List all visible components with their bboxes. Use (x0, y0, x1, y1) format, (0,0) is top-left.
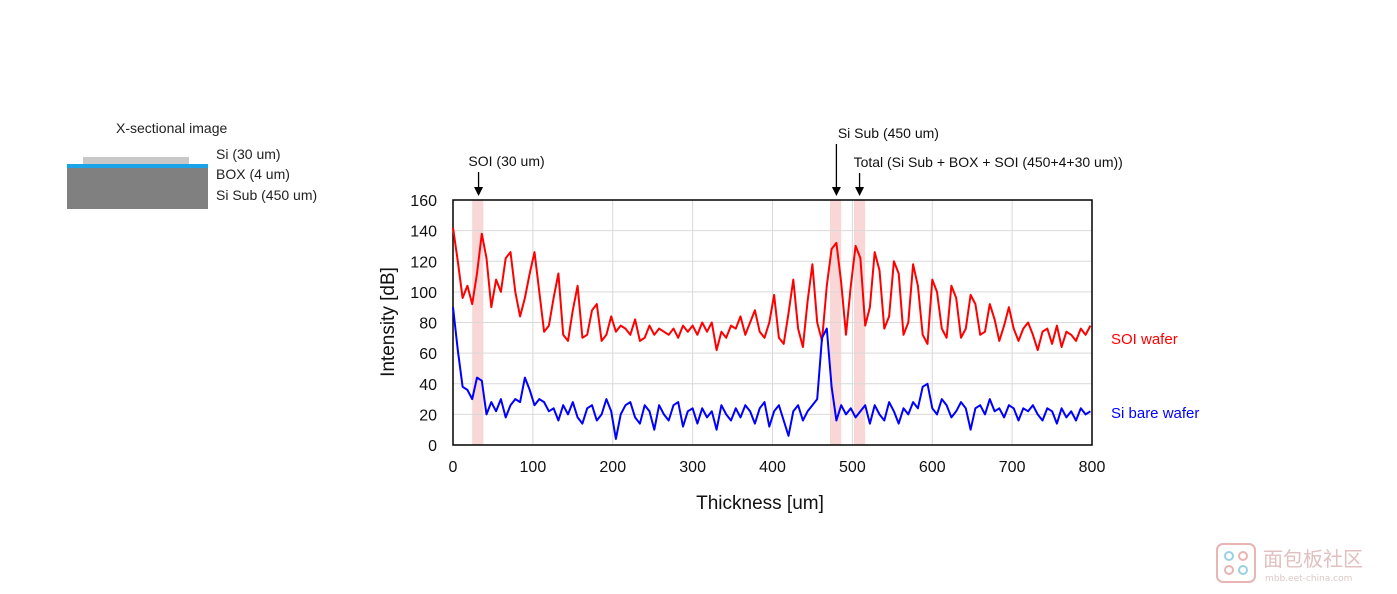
watermark-text: 面包板社区 (1263, 547, 1363, 571)
x-axis-label: Thickness [um] (696, 493, 824, 514)
xsection-title: X-sectional image (116, 120, 228, 136)
x-tick-label: 700 (999, 459, 1026, 476)
series-label-soi-wafer: SOI wafer (1111, 331, 1178, 348)
y-axis-label: Intensity [dB] (378, 267, 399, 377)
plot-frame (452, 199, 1093, 446)
y-tick-label: 80 (419, 316, 437, 333)
y-tick-label: 60 (419, 346, 437, 363)
annotation-arrowhead (474, 187, 484, 196)
watermark-subtext: mbb.eet-china.com (1265, 574, 1352, 584)
y-tick-label: 100 (410, 285, 437, 302)
x-tick-label: 400 (759, 459, 786, 476)
x-tick-label: 100 (520, 459, 547, 476)
y-tick-label: 40 (419, 377, 437, 394)
box-layer-block (67, 164, 208, 168)
si-layer-block (83, 157, 189, 164)
si-sub-layer-label: Si Sub (450 um) (216, 187, 318, 203)
si-sub-layer-block (67, 168, 208, 209)
box-layer-label: BOX (4 um) (216, 166, 290, 182)
y-tick-label: 140 (410, 224, 437, 241)
series-line-soi-wafer (452, 227, 1092, 352)
y-tick-label: 0 (428, 438, 437, 455)
x-tick-label: 0 (449, 459, 458, 476)
annotation-label: Total (Si Sub + BOX + SOI (450+4+30 um)) (854, 154, 1123, 170)
x-tick-label: 500 (839, 459, 866, 476)
x-tick-label: 200 (599, 459, 626, 476)
x-tick-label: 300 (679, 459, 706, 476)
watermark-icon: 面包板社区 mbb.eet-china.com (1216, 543, 1363, 584)
series-label-si-bare-wafer: Si bare wafer (1111, 405, 1199, 422)
y-tick-label: 160 (410, 193, 437, 210)
y-tick-label: 120 (410, 254, 437, 271)
annotation-arrowhead (831, 187, 841, 196)
watermark-logo: 面包板社区 mbb.eet-china.com (1215, 540, 1383, 586)
x-tick-label: 600 (919, 459, 946, 476)
series-line-si-bare-wafer (452, 307, 1091, 440)
annotation-arrowhead (855, 187, 865, 196)
annotation-label: SOI (30 um) (468, 153, 544, 169)
y-tick-label: 20 (419, 407, 437, 424)
annotation-label: Si Sub (450 um) (838, 125, 939, 141)
x-tick-label: 800 (1079, 459, 1106, 476)
si-layer-label: Si (30 um) (216, 146, 281, 162)
